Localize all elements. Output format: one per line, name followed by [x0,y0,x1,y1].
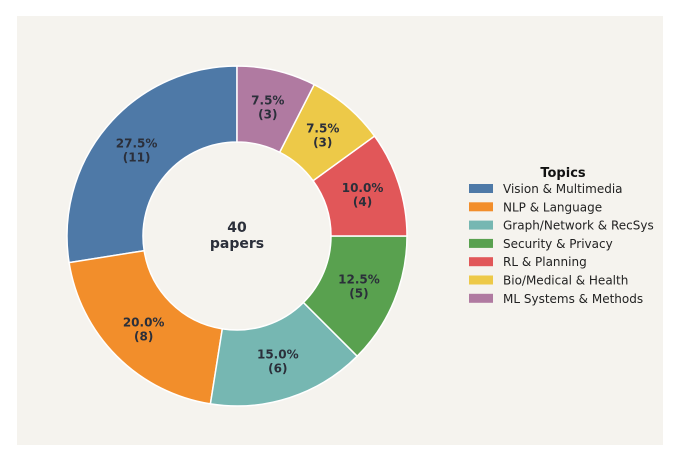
legend-label: Security & Privacy [503,237,613,251]
legend-swatch [469,202,493,212]
legend-label: Vision & Multimedia [503,182,623,196]
slice-ml-systems-methods [236,65,316,154]
legend-label: ML Systems & Methods [503,292,643,306]
slice-count-label: (3) [258,108,277,122]
slice-count-label: (6) [268,362,287,376]
slice-vision-multimedia [66,65,238,264]
legend-label: NLP & Language [503,200,602,214]
slice-percent-label: 7.5% [306,122,339,136]
slice-percent-label: 7.5% [251,94,284,108]
legend-label: RL & Planning [503,255,587,269]
legend: Topics Vision & Multimedia NLP & Language… [469,166,654,306]
slice-nlp-language [68,249,224,405]
slice-count-label: (11) [123,150,151,164]
slice-count-label: (8) [134,329,153,343]
legend-label: Graph/Network & RecSys [503,219,654,233]
legend-label: Bio/Medical & Health [503,274,628,288]
slice-count-label: (3) [313,136,332,150]
slice-percent-label: 20.0% [123,315,165,329]
slice-percent-label: 27.5% [116,136,158,150]
slice-labels: 27.5%(11) 20.0%(8) 15.0%(6) 12.5%(5) 10.0%(4… [116,94,384,376]
legend-swatch [469,184,493,193]
legend-swatch [469,238,493,248]
legend-title: Topics [540,166,586,181]
slice-percent-label: 10.0% [342,181,384,195]
legend-swatch [469,220,493,230]
slice-count-label: (5) [349,287,368,301]
legend-swatch [469,293,493,303]
legend-swatch [469,275,493,285]
donut-slices [66,65,408,407]
slice-count-label: (4) [353,195,372,209]
center-unit-label: papers [210,236,264,252]
slice-percent-label: 15.0% [257,348,299,362]
legend-swatch [469,257,493,267]
slice-percent-label: 12.5% [338,273,380,287]
center-count-label: 40 [227,220,247,236]
